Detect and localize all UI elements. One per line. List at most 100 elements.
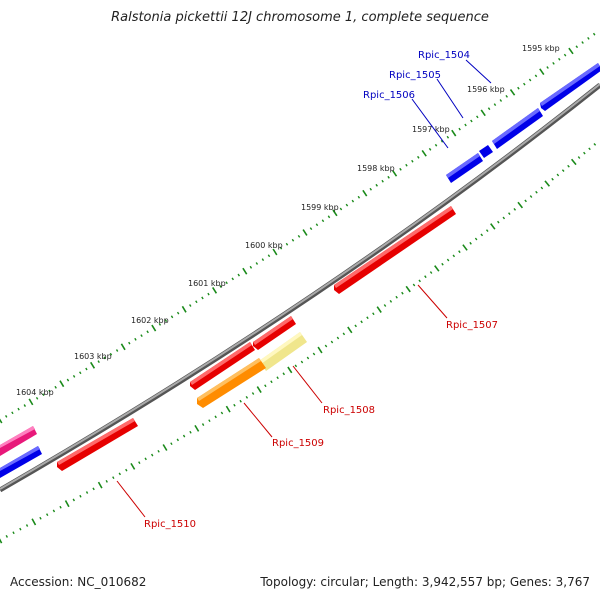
kbp-label-1597: 1597 kbp	[412, 125, 450, 134]
minor-tick	[357, 195, 361, 199]
minor-tick	[17, 407, 20, 411]
minor-tick	[502, 216, 506, 220]
minor-tick	[79, 494, 82, 498]
minor-tick	[189, 430, 192, 434]
minor-tick	[551, 177, 554, 181]
kbp-label-1599: 1599 kbp	[301, 203, 339, 212]
gene-rpic-1508-red-b[interactable]	[190, 342, 255, 390]
minor-tick	[309, 227, 313, 231]
map-title: Ralstonia pickettii 12J chromosome 1, co…	[111, 10, 489, 25]
major-tick	[181, 305, 187, 313]
minor-tick	[225, 281, 228, 285]
major-tick	[332, 209, 338, 217]
minor-tick	[176, 311, 180, 315]
outer-tick-ring	[0, 32, 596, 424]
minor-tick	[383, 304, 387, 307]
gene-rpic-1509[interactable]	[197, 358, 266, 408]
gene-rpic-1506[interactable]	[446, 153, 483, 183]
minor-tick	[480, 233, 484, 237]
minor-tick	[231, 277, 234, 281]
minor-tick	[418, 279, 421, 283]
minor-tick	[330, 340, 334, 344]
minor-tick	[5, 534, 9, 538]
leader-rpic-1506	[411, 98, 449, 149]
label-rpic-1504[interactable]: Rpic_1504	[418, 50, 470, 61]
gene-rpic-1510[interactable]	[57, 418, 138, 471]
minor-tick	[534, 74, 538, 78]
label-rpic-1506[interactable]: Rpic_1506	[363, 90, 415, 101]
minor-tick	[552, 61, 555, 65]
major-tick	[59, 380, 65, 388]
minor-tick	[387, 175, 390, 179]
major-tick	[242, 267, 248, 275]
minor-tick	[72, 374, 76, 378]
minor-tick	[291, 238, 295, 242]
minor-tick	[546, 66, 549, 69]
kbp-label-1598: 1598 kbp	[357, 164, 395, 173]
minor-tick	[440, 139, 444, 143]
minor-tick	[233, 403, 236, 407]
minor-tick	[54, 385, 57, 389]
minor-tick	[157, 449, 160, 453]
minor-tick	[458, 127, 461, 131]
major-tick	[90, 361, 96, 369]
minor-tick	[207, 292, 210, 296]
minor-tick	[201, 296, 204, 300]
minor-tick	[517, 86, 520, 90]
minor-tick	[245, 396, 249, 399]
minor-tick	[170, 315, 174, 319]
minor-tick	[118, 472, 122, 476]
minor-tick	[25, 524, 29, 527]
gene-rpic-1505[interactable]	[492, 108, 543, 149]
gene-rpic-1506-small[interactable]	[479, 145, 493, 158]
label-rpic-1507[interactable]: Rpic_1507	[446, 320, 498, 331]
label-rpic-1508[interactable]: Rpic_1508	[323, 405, 375, 416]
kbp-label-1596: 1596 kbp	[467, 85, 505, 94]
label-rpic-1505[interactable]: Rpic_1505	[389, 70, 441, 81]
minor-tick	[97, 360, 100, 364]
minor-tick	[476, 115, 479, 119]
minor-tick	[170, 442, 173, 446]
gene-rpic-1507[interactable]	[334, 206, 456, 294]
minor-tick	[276, 376, 279, 380]
minor-tick	[405, 163, 408, 167]
minor-tick	[458, 250, 461, 254]
minor-tick	[327, 215, 331, 219]
minor-tick	[255, 262, 259, 265]
minor-tick	[72, 498, 76, 502]
minor-tick	[321, 219, 325, 223]
minor-tick	[499, 99, 503, 102]
minor-tick	[52, 509, 56, 513]
minor-tick	[583, 151, 586, 155]
minor-tick	[79, 371, 82, 375]
label-rpic-1509[interactable]: Rpic_1509	[272, 438, 324, 449]
minor-tick	[315, 223, 319, 227]
minor-tick	[134, 337, 137, 341]
minor-tick	[115, 349, 119, 352]
major-tick	[517, 201, 524, 209]
gene-left-magenta[interactable]	[0, 426, 37, 456]
major-tick	[194, 424, 200, 432]
minor-tick	[540, 186, 544, 190]
gene-rpic-1508[interactable]	[259, 332, 307, 371]
minor-tick	[424, 275, 427, 279]
label-rpic-1510[interactable]: Rpic_1510	[144, 519, 196, 530]
major-tick	[31, 518, 37, 526]
minor-tick	[497, 220, 500, 224]
kbp-label-1602: 1602 kbp	[131, 316, 169, 325]
gene-left-blue[interactable]	[0, 446, 42, 478]
gene-rpic-1504[interactable]	[540, 63, 600, 111]
minor-tick	[592, 32, 596, 36]
minor-tick	[563, 53, 567, 57]
minor-tick	[556, 173, 560, 177]
minor-tick	[381, 179, 384, 183]
gene-rpic-1508-red-a[interactable]	[253, 316, 296, 350]
major-tick	[64, 500, 70, 508]
minor-tick	[529, 195, 533, 198]
minor-tick	[446, 135, 450, 139]
major-tick	[120, 343, 126, 351]
major-tick	[509, 89, 516, 96]
minor-tick	[66, 378, 70, 382]
minor-tick	[140, 334, 143, 337]
minor-tick	[11, 411, 14, 415]
